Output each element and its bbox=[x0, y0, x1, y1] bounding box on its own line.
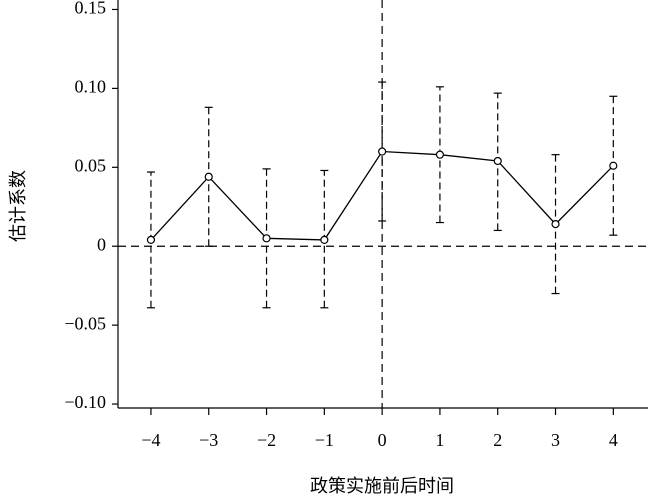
y-tick-label: 0.10 bbox=[75, 77, 107, 97]
x-tick-label: −2 bbox=[257, 430, 276, 450]
y-tick-label: 0 bbox=[97, 234, 106, 254]
x-tick-label: 0 bbox=[378, 430, 387, 450]
point bbox=[435, 150, 445, 159]
point bbox=[146, 235, 156, 245]
y-tick-label: 0.05 bbox=[75, 155, 107, 175]
x-tick-label: −1 bbox=[315, 430, 334, 450]
point bbox=[609, 161, 618, 170]
x-tick-label: 3 bbox=[551, 430, 560, 450]
y-tick-label: −0.10 bbox=[64, 392, 106, 412]
x-tick-label: −4 bbox=[141, 430, 160, 450]
x-tick-label: 4 bbox=[609, 430, 618, 450]
x-tick-label: 1 bbox=[435, 430, 444, 450]
x-tick-label: −3 bbox=[199, 430, 218, 450]
y-axis-title: 估计系数 bbox=[8, 170, 28, 242]
point bbox=[320, 235, 329, 245]
y-tick-label: 0.15 bbox=[75, 0, 107, 18]
y-tick-label: −0.05 bbox=[64, 313, 106, 333]
point bbox=[204, 172, 213, 181]
point bbox=[551, 220, 560, 229]
x-axis-title: 政策实施前后时间 bbox=[310, 476, 454, 496]
point bbox=[493, 156, 502, 166]
point bbox=[378, 147, 387, 156]
x-tick-label: 2 bbox=[493, 430, 502, 450]
point bbox=[262, 234, 271, 243]
